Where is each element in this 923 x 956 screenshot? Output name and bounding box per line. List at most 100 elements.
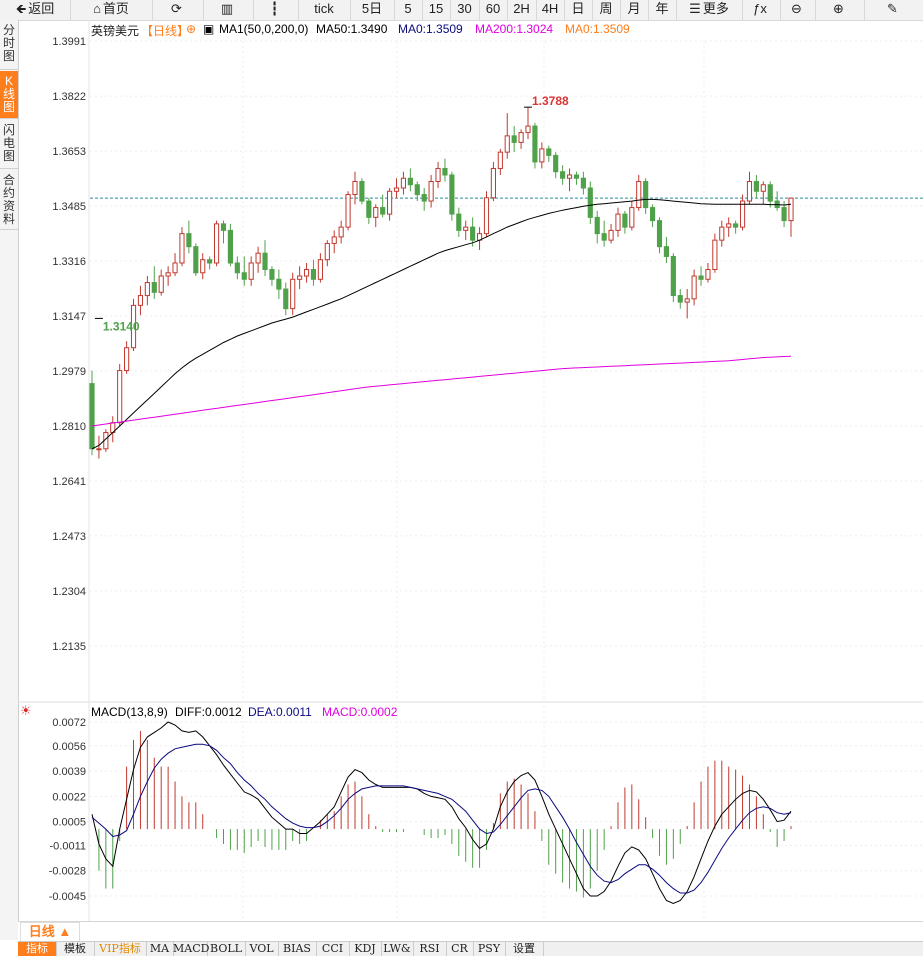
indicator-tab-1[interactable]: 模板	[56, 942, 95, 956]
fx-icon: ƒx	[753, 1, 767, 16]
indicator-tab-2[interactable]: VIP指标	[94, 942, 147, 956]
indicator-tab-0[interactable]: 指标	[18, 942, 57, 956]
candle-body	[317, 259, 323, 280]
toolbar-btn-17[interactable]: ☰ 更多	[676, 0, 743, 20]
toolbar-btn-5[interactable]: tick	[298, 0, 351, 20]
side-tab-0[interactable]: 分时图	[0, 20, 18, 70]
price-tick-label: 1.3653	[52, 146, 86, 158]
indicator-tab-5[interactable]: BOLL	[207, 942, 246, 956]
toolbar-label: 日	[571, 1, 585, 16]
fx-icon[interactable]: ƒx	[742, 0, 781, 20]
toolbar-btn-15[interactable]: 月	[620, 0, 649, 20]
candle-body	[435, 167, 441, 182]
zoom-out-icon[interactable]: ⊖	[780, 0, 816, 20]
chart-type-icon[interactable]: ▣	[203, 22, 215, 36]
candle-body	[179, 233, 185, 264]
candle-body	[490, 167, 496, 199]
toolbar-btn-6[interactable]: 5日	[350, 0, 395, 20]
toolbar-label: 周	[599, 1, 613, 16]
candle-body	[781, 207, 787, 222]
indicator-tab-8[interactable]: CCI	[316, 942, 350, 956]
candle-body	[110, 422, 116, 433]
refresh-icon[interactable]: ⟳	[152, 0, 204, 20]
price-tick-label: 1.2135	[52, 641, 86, 653]
candle-body	[366, 200, 372, 218]
settings-circle-icon[interactable]: ⊕	[186, 22, 197, 36]
candle-body	[186, 233, 192, 248]
candle-body	[553, 154, 559, 173]
price-tick-label: 1.2810	[52, 421, 86, 433]
candle-body	[407, 177, 413, 186]
indicator-tab-11[interactable]: RSI	[413, 942, 447, 956]
toolbar-btn-14[interactable]: 周	[592, 0, 621, 20]
toolbar-btn-16[interactable]: 年	[648, 0, 677, 20]
candle-body	[387, 190, 393, 215]
indicator-tab-13[interactable]: PSY	[473, 942, 506, 956]
toolbar-btn-8[interactable]: 15	[422, 0, 451, 20]
candle-body	[449, 174, 455, 215]
candlestick-icon[interactable]: ┇	[253, 0, 299, 20]
toolbar-btn-1[interactable]: ⌂ 首页	[70, 0, 153, 20]
macd-legend-dea: DEA:0.0011	[248, 705, 312, 719]
zoom-in-icon: ⊕	[833, 1, 844, 16]
legend-period[interactable]: 【日线】	[141, 24, 190, 38]
toolbar-btn-12[interactable]: 4H	[536, 0, 565, 20]
toolbar-label: 月	[627, 1, 641, 16]
candle-body	[518, 132, 524, 143]
candle-body	[719, 226, 725, 241]
candle-body	[705, 269, 711, 280]
candle-body	[698, 275, 704, 280]
candle-body	[580, 177, 586, 189]
toolbar-btn-9[interactable]: 30	[450, 0, 480, 20]
indicator-tab-4[interactable]: MACD	[173, 942, 210, 956]
price-tick-label: 1.2979	[52, 366, 86, 378]
price-tick-label: 1.2641	[52, 476, 86, 488]
side-tab-3[interactable]: 合约资料	[0, 170, 18, 230]
side-tab-2[interactable]: 闪电图	[0, 120, 18, 169]
toolbar-label: 2H	[513, 1, 530, 16]
toolbar-btn-7[interactable]: 5	[394, 0, 423, 20]
legend-ma50: MA50:1.3490	[316, 22, 388, 36]
macd-line-diff	[91, 721, 792, 904]
toolbar-btn-10[interactable]: 60	[479, 0, 508, 20]
legend-ma200: MA200:1.3024	[475, 22, 554, 36]
macd-settings-icon[interactable]: ☀	[20, 703, 32, 718]
toolbar-btn-11[interactable]: 2H	[507, 0, 537, 20]
candle-body	[89, 383, 95, 450]
indicator-tab-7[interactable]: BIAS	[278, 942, 317, 956]
candle-body	[767, 184, 773, 202]
candle-body	[241, 272, 247, 280]
back-arrow-icon: 🡸	[15, 1, 27, 16]
indicator-tab-10[interactable]: LW&	[381, 942, 414, 956]
toolbar: 🡸 返回 ⌂ 首页 ⟳ ▥ ┇ tick 5日 5 15 30 60 2H 4H 日周月年 ☰ 更多 ƒx ⊖ ⊕ ✎	[0, 0, 923, 21]
candle-body	[615, 213, 621, 231]
low-label: 1.3140	[103, 319, 140, 333]
toolbar-btn-13[interactable]: 日	[564, 0, 593, 20]
toolbar-label: 年	[655, 1, 669, 16]
period-select-button[interactable]: 日线 ▲	[20, 922, 80, 942]
macd-legend-name: MACD(13,8,9)	[91, 705, 168, 719]
candle-body	[691, 275, 697, 300]
candle-body	[546, 148, 552, 156]
toolbar-btn-0[interactable]: 🡸 返回	[0, 0, 71, 20]
bar-chart-icon[interactable]: ▥	[203, 0, 254, 20]
candle-body	[746, 180, 753, 202]
draw-pen-icon: ✎	[887, 1, 898, 16]
candle-body	[193, 246, 199, 274]
indicator-tab-12[interactable]: CR	[446, 942, 474, 956]
candle-body	[656, 220, 663, 248]
zoom-in-icon[interactable]: ⊕	[815, 0, 865, 20]
menu-icon: ☰	[689, 1, 701, 16]
macd-line-dea	[91, 743, 792, 894]
indicator-tab-9[interactable]: KDJ	[349, 942, 382, 956]
indicator-tab-14[interactable]: 设置	[505, 942, 544, 956]
macd-tick-label: -0.0011	[50, 840, 87, 852]
candle-body	[213, 223, 220, 264]
draw-pen-icon[interactable]: ✎	[864, 0, 923, 20]
candle-body	[733, 223, 739, 228]
indicator-tab-6[interactable]: VOL	[245, 942, 279, 956]
indicator-tab-3[interactable]: MA	[146, 942, 174, 956]
